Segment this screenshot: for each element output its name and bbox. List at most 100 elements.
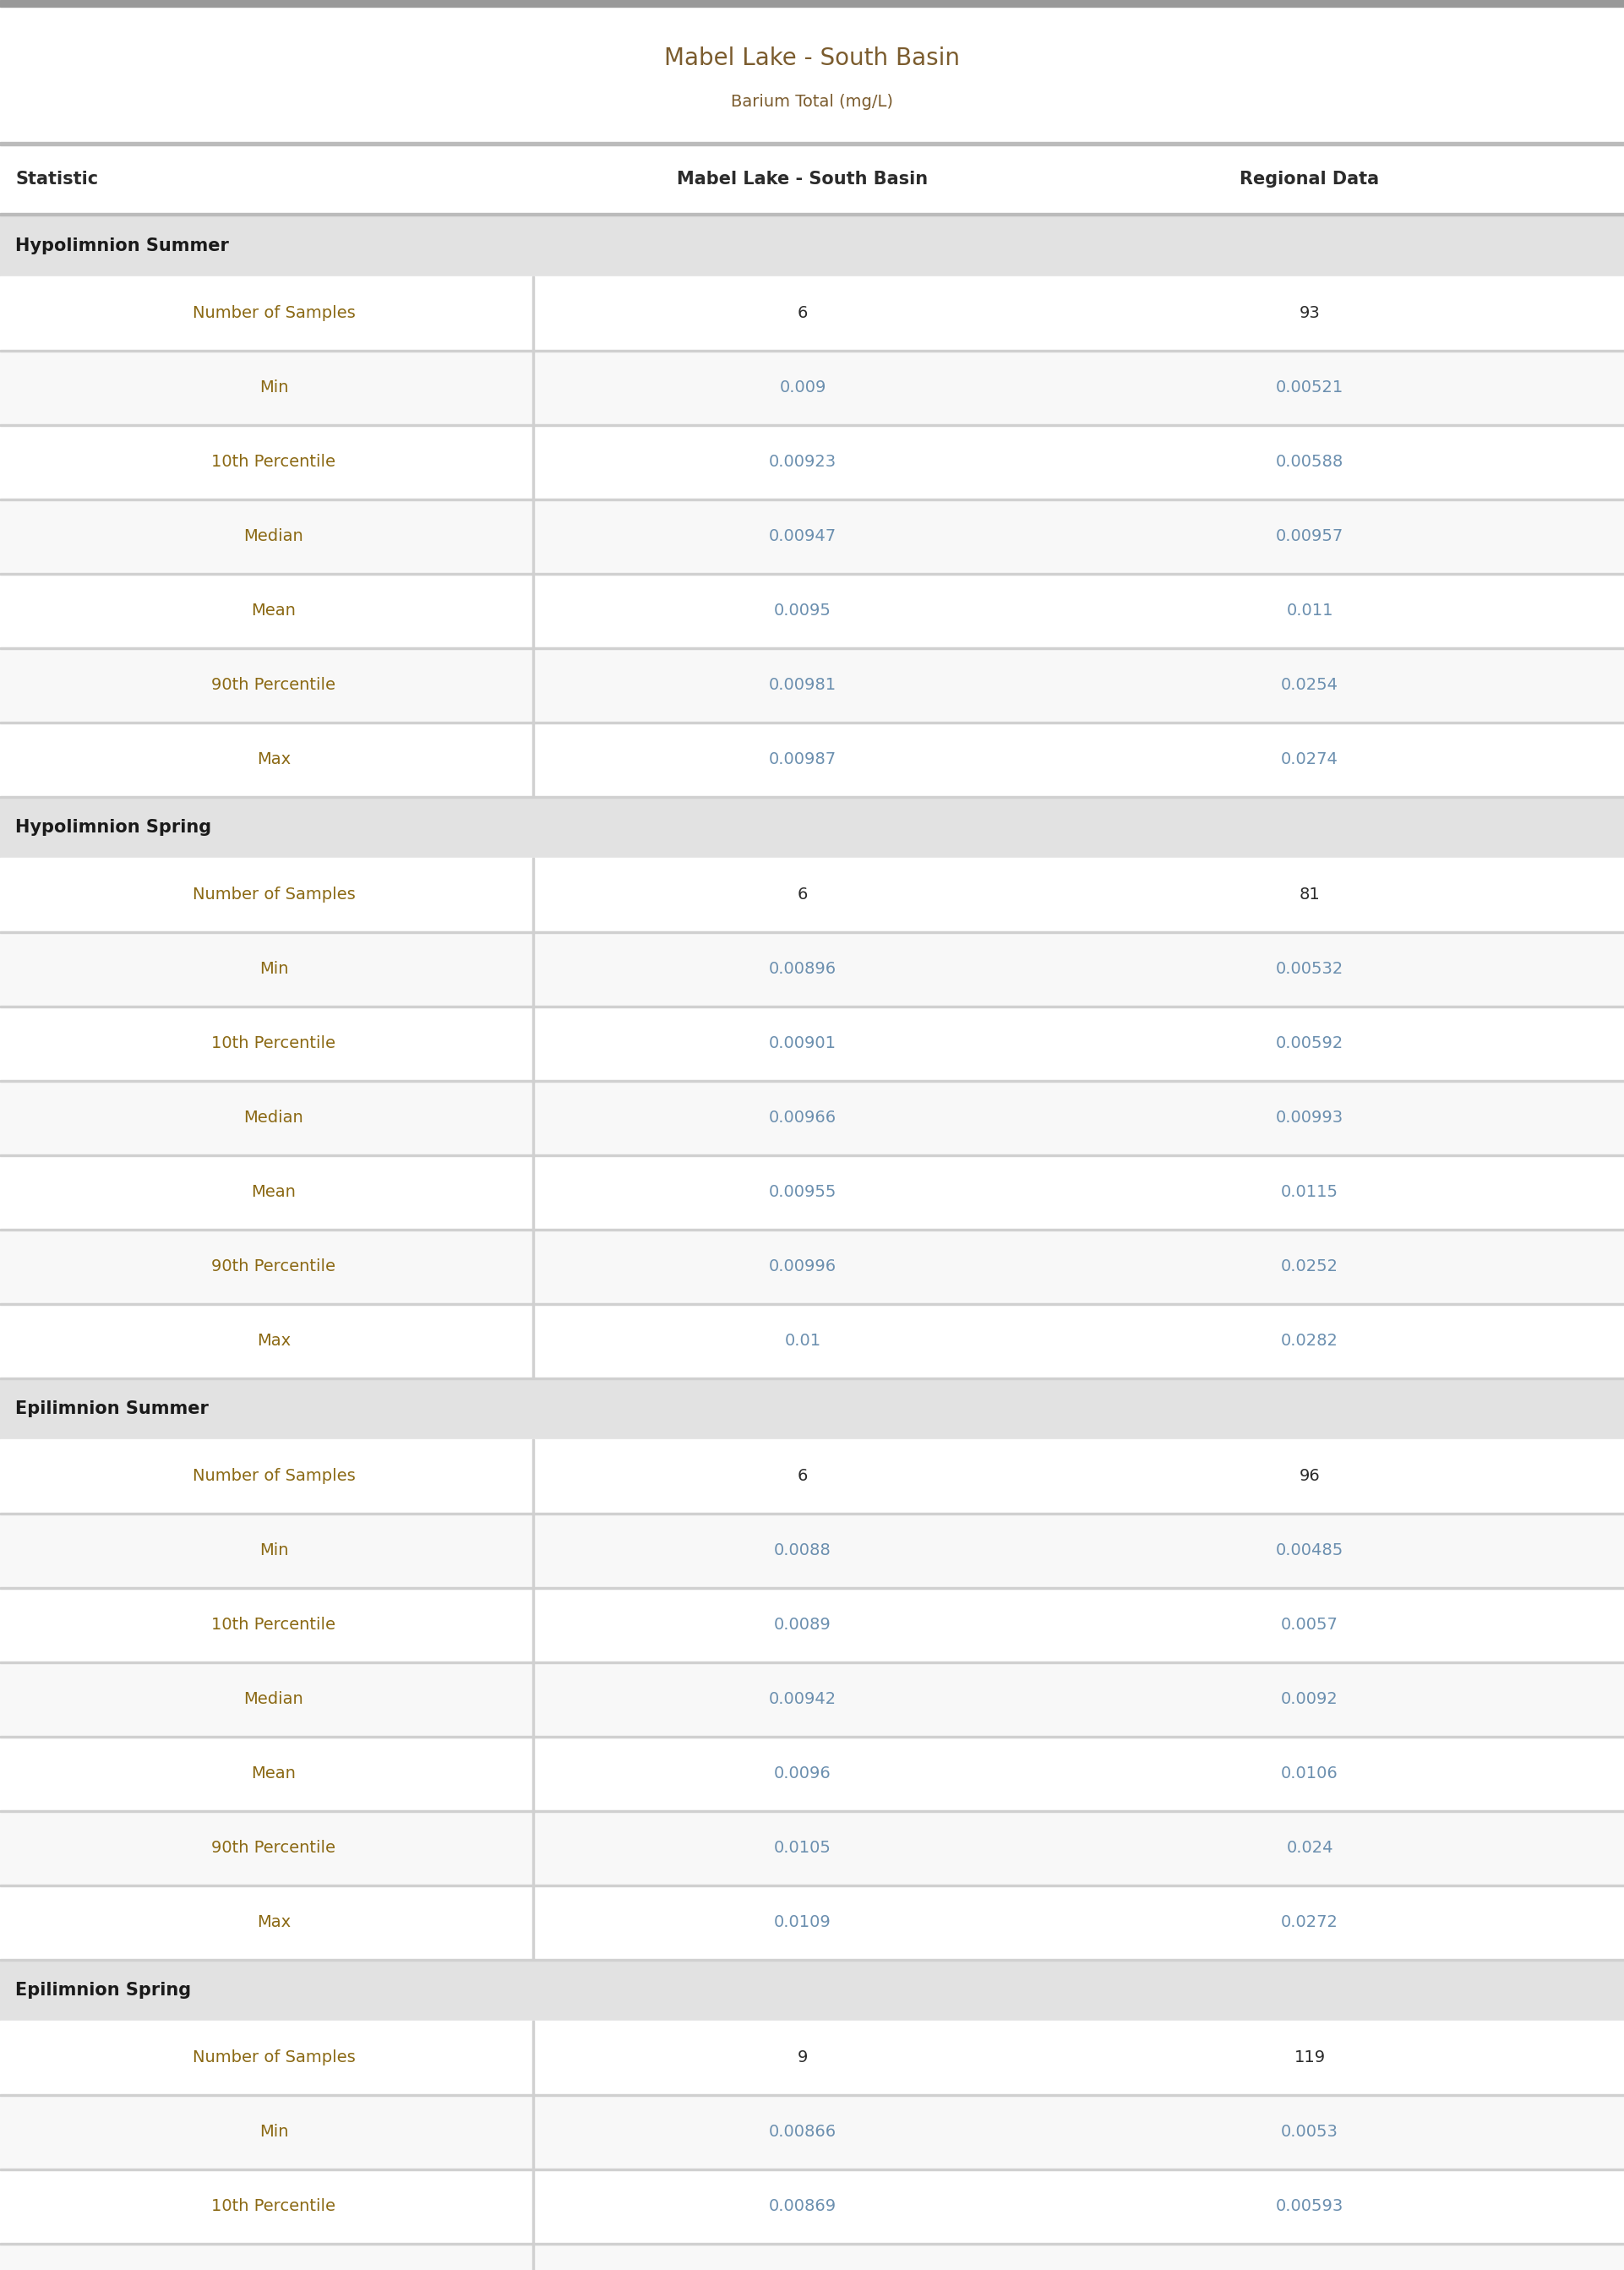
- Bar: [0, 424, 1624, 499]
- Bar: [0, 1378, 1624, 1439]
- Text: 0.0105: 0.0105: [775, 1841, 831, 1857]
- Text: 0.00955: 0.00955: [768, 1185, 836, 1201]
- Text: 10th Percentile: 10th Percentile: [211, 1616, 336, 1632]
- Text: 10th Percentile: 10th Percentile: [211, 454, 336, 470]
- Text: Number of Samples: Number of Samples: [192, 2050, 356, 2066]
- Text: 0.0274: 0.0274: [1281, 751, 1338, 767]
- Text: 0.00901: 0.00901: [768, 1035, 836, 1051]
- Bar: [0, 858, 1624, 933]
- Bar: [0, 1589, 1624, 1662]
- Text: 0.00588: 0.00588: [1276, 454, 1343, 470]
- Bar: [0, 145, 1624, 213]
- Bar: [0, 0, 1624, 7]
- Text: 9: 9: [797, 2050, 807, 2066]
- Text: 0.024: 0.024: [1286, 1841, 1333, 1857]
- Text: 0.0252: 0.0252: [1281, 1260, 1338, 1276]
- Text: Number of Samples: Number of Samples: [192, 1469, 356, 1485]
- Text: Number of Samples: Number of Samples: [192, 306, 356, 322]
- Bar: [0, 1439, 1624, 1514]
- Text: 0.00947: 0.00947: [768, 529, 836, 545]
- Bar: [0, 2020, 1624, 2095]
- Text: Mabel Lake - South Basin: Mabel Lake - South Basin: [664, 45, 960, 70]
- Text: 0.00996: 0.00996: [768, 1260, 836, 1276]
- Text: Min: Min: [260, 1544, 289, 1559]
- Text: 0.00993: 0.00993: [1276, 1110, 1343, 1126]
- Bar: [0, 649, 1624, 722]
- Bar: [0, 1006, 1624, 1081]
- Text: Epilimnion Spring: Epilimnion Spring: [15, 1982, 192, 1998]
- Bar: [0, 722, 1624, 797]
- Text: Min: Min: [260, 2125, 289, 2141]
- Text: 0.0272: 0.0272: [1281, 1914, 1338, 1932]
- Text: 0.009: 0.009: [780, 379, 827, 395]
- Text: 0.00966: 0.00966: [768, 1110, 836, 1126]
- Text: Epilimnion Summer: Epilimnion Summer: [15, 1401, 208, 1416]
- Text: 93: 93: [1299, 306, 1320, 322]
- Text: 0.00923: 0.00923: [768, 454, 836, 470]
- Text: 0.0095: 0.0095: [775, 604, 831, 620]
- Bar: [0, 216, 1624, 277]
- Text: Regional Data: Regional Data: [1239, 170, 1379, 188]
- Bar: [0, 352, 1624, 424]
- Bar: [0, 1155, 1624, 1230]
- Text: Max: Max: [257, 1332, 291, 1348]
- Text: 0.0254: 0.0254: [1281, 676, 1338, 692]
- Text: 0.0096: 0.0096: [775, 1766, 831, 1782]
- Text: 119: 119: [1294, 2050, 1325, 2066]
- Bar: [0, 1886, 1624, 1959]
- Text: 0.00485: 0.00485: [1276, 1544, 1343, 1559]
- Text: 0.0088: 0.0088: [775, 1544, 831, 1559]
- Text: 6: 6: [797, 1469, 807, 1485]
- Bar: [0, 933, 1624, 1006]
- Text: 0.00869: 0.00869: [768, 2200, 836, 2216]
- Text: 90th Percentile: 90th Percentile: [211, 1260, 336, 1276]
- Text: Max: Max: [257, 751, 291, 767]
- Text: Min: Min: [260, 960, 289, 978]
- Text: 0.00942: 0.00942: [768, 1691, 836, 1707]
- Text: Hypolimnion Spring: Hypolimnion Spring: [15, 819, 211, 835]
- Text: 0.00957: 0.00957: [1276, 529, 1343, 545]
- Text: 81: 81: [1299, 888, 1320, 903]
- Text: 10th Percentile: 10th Percentile: [211, 2200, 336, 2216]
- Bar: [0, 2243, 1624, 2270]
- Bar: [0, 2095, 1624, 2170]
- Text: 0.00521: 0.00521: [1276, 379, 1343, 395]
- Text: 90th Percentile: 90th Percentile: [211, 676, 336, 692]
- Text: Barium Total (mg/L): Barium Total (mg/L): [731, 93, 893, 109]
- Bar: [0, 143, 1624, 145]
- Bar: [0, 1303, 1624, 1378]
- Bar: [0, 2170, 1624, 2243]
- Bar: [0, 1662, 1624, 1737]
- Text: 0.0089: 0.0089: [775, 1616, 831, 1632]
- Text: 0.0115: 0.0115: [1281, 1185, 1338, 1201]
- Text: 0.00593: 0.00593: [1276, 2200, 1343, 2216]
- Bar: [0, 1811, 1624, 1886]
- Bar: [0, 213, 1624, 216]
- Text: Mean: Mean: [252, 1766, 296, 1782]
- Text: Mean: Mean: [252, 604, 296, 620]
- Text: Mean: Mean: [252, 1185, 296, 1201]
- Text: 0.00592: 0.00592: [1276, 1035, 1343, 1051]
- Text: 0.0092: 0.0092: [1281, 1691, 1338, 1707]
- Text: 96: 96: [1299, 1469, 1320, 1485]
- Bar: [0, 1514, 1624, 1589]
- Text: 10th Percentile: 10th Percentile: [211, 1035, 336, 1051]
- Text: Median: Median: [244, 1691, 304, 1707]
- Bar: [0, 1081, 1624, 1155]
- Text: 0.00866: 0.00866: [768, 2125, 836, 2141]
- Text: Median: Median: [244, 529, 304, 545]
- Text: 0.01: 0.01: [784, 1332, 820, 1348]
- Text: 0.0053: 0.0053: [1281, 2125, 1338, 2141]
- Text: Min: Min: [260, 379, 289, 395]
- Text: 0.0057: 0.0057: [1281, 1616, 1338, 1632]
- Text: 6: 6: [797, 306, 807, 322]
- Bar: [0, 499, 1624, 574]
- Text: 0.0109: 0.0109: [775, 1914, 831, 1932]
- Bar: [0, 277, 1624, 352]
- Text: 0.00981: 0.00981: [768, 676, 836, 692]
- Text: Number of Samples: Number of Samples: [192, 888, 356, 903]
- Text: Statistic: Statistic: [15, 170, 97, 188]
- Bar: [0, 797, 1624, 858]
- Text: 0.00896: 0.00896: [768, 960, 836, 978]
- Text: 0.00532: 0.00532: [1276, 960, 1343, 978]
